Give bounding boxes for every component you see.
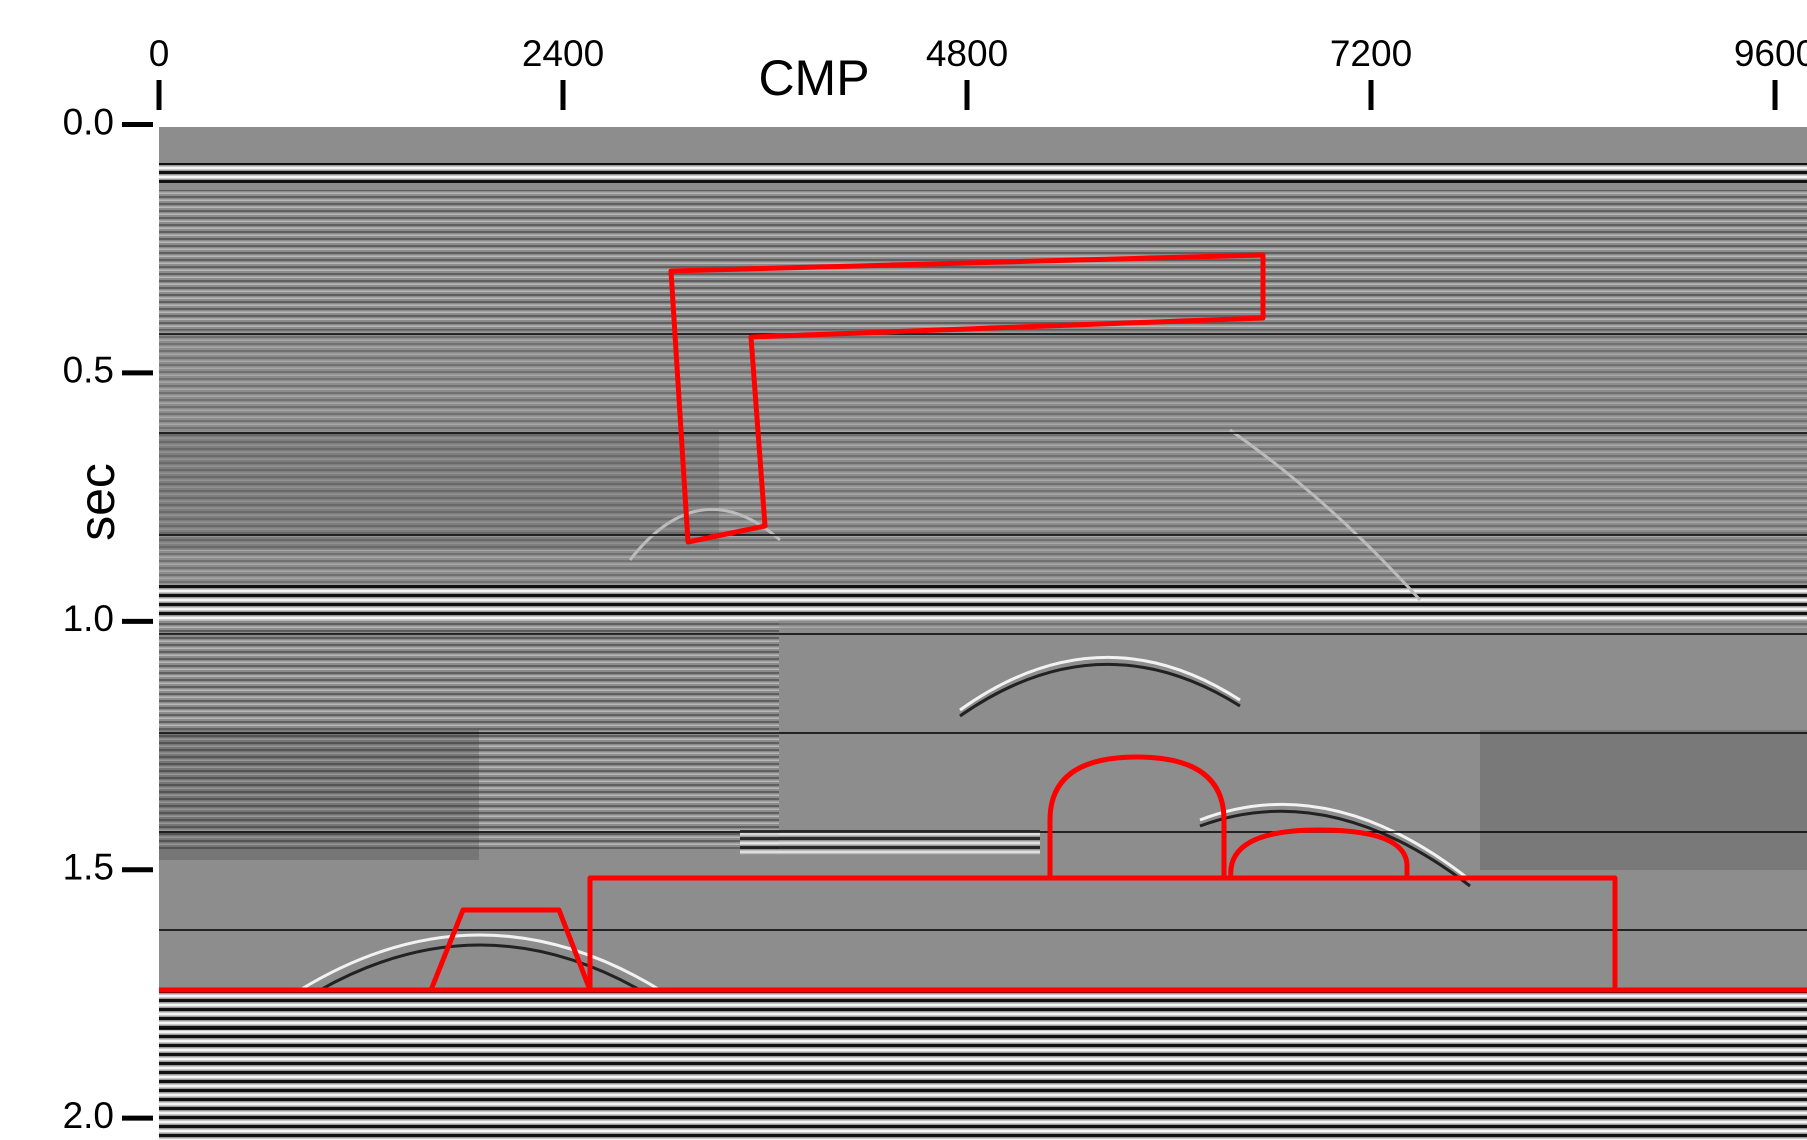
seismic-section — [159, 127, 1807, 1140]
y-tick-label: 0.0 — [63, 101, 114, 142]
dome-outline — [1047, 754, 1227, 878]
x-axis-label: CMP — [758, 50, 869, 106]
y-tick-label: 2.0 — [63, 1095, 114, 1136]
y-tick-label: 0.5 — [63, 350, 114, 391]
x-tick-label: 7200 — [1330, 33, 1412, 74]
x-tick-label: 4800 — [926, 33, 1008, 74]
x-tick-label: 9600 — [1734, 33, 1807, 74]
y-tick-label: 1.0 — [63, 598, 114, 639]
x-tick-label: 0 — [149, 33, 170, 74]
x-tick-label: 2400 — [522, 33, 604, 74]
dome-outline — [1228, 827, 1410, 879]
rectangle-outline — [587, 875, 1618, 990]
trapezoid-outline — [428, 907, 593, 991]
l-shape-outline — [668, 252, 1266, 545]
outline — [159, 252, 1807, 993]
y-tick-label: 1.5 — [63, 847, 114, 888]
y-axis-label: sec — [69, 463, 125, 541]
